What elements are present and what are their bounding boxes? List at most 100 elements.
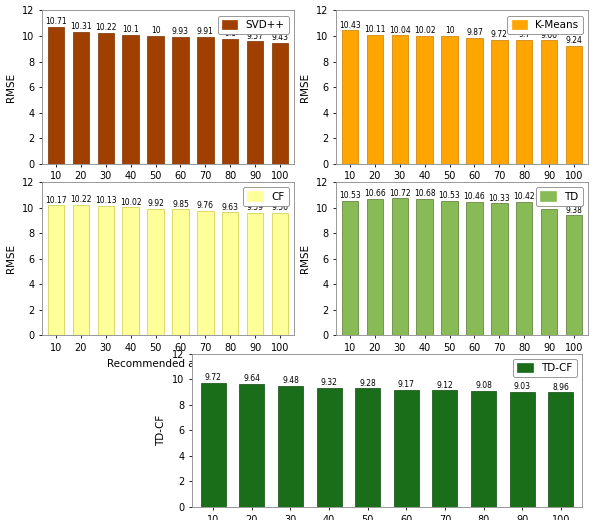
Bar xyxy=(148,209,164,335)
Legend: CF: CF xyxy=(243,187,289,206)
Text: 9.57: 9.57 xyxy=(247,32,264,41)
Bar xyxy=(491,203,508,335)
Bar xyxy=(172,37,188,164)
Legend: TD: TD xyxy=(536,187,583,206)
X-axis label: Recommended amount: Recommended amount xyxy=(401,359,523,369)
Text: 10.46: 10.46 xyxy=(464,192,485,201)
Bar xyxy=(47,27,64,164)
Bar xyxy=(239,384,265,507)
Bar xyxy=(491,40,508,164)
Text: 9.43: 9.43 xyxy=(272,33,289,43)
Bar xyxy=(548,393,574,507)
Text: 10: 10 xyxy=(445,26,454,35)
Text: 10.33: 10.33 xyxy=(488,193,511,203)
Text: 8.96: 8.96 xyxy=(553,383,569,392)
Text: 9.7: 9.7 xyxy=(518,30,530,39)
Text: 9.56: 9.56 xyxy=(272,203,289,213)
Y-axis label: RMSE: RMSE xyxy=(7,244,16,274)
Bar xyxy=(433,391,457,507)
Text: 10.71: 10.71 xyxy=(45,17,67,26)
Bar xyxy=(172,210,188,335)
Text: 10.72: 10.72 xyxy=(389,189,410,198)
Text: 9.87: 9.87 xyxy=(466,28,483,37)
Text: 9.93: 9.93 xyxy=(172,27,189,36)
Bar xyxy=(222,38,238,164)
Text: 9.66: 9.66 xyxy=(541,31,558,40)
Bar xyxy=(122,35,139,164)
Bar xyxy=(73,205,89,335)
Bar xyxy=(566,215,583,335)
Legend: SVD++: SVD++ xyxy=(218,16,289,34)
Y-axis label: RMSE: RMSE xyxy=(7,72,16,102)
Text: 9.76: 9.76 xyxy=(197,201,214,210)
Bar xyxy=(122,207,139,335)
Bar xyxy=(341,201,358,335)
Text: 10.68: 10.68 xyxy=(414,189,436,198)
Text: 9.59: 9.59 xyxy=(247,203,264,212)
Text: 10.22: 10.22 xyxy=(70,195,91,204)
Text: 9.03: 9.03 xyxy=(514,382,530,391)
Text: 10.02: 10.02 xyxy=(414,26,436,35)
Text: 9.08: 9.08 xyxy=(475,381,492,390)
Text: 9.63: 9.63 xyxy=(222,202,239,212)
Text: 9.92: 9.92 xyxy=(147,199,164,208)
Text: 9.32: 9.32 xyxy=(320,378,338,387)
Bar xyxy=(541,41,557,164)
Bar xyxy=(416,199,433,335)
Bar xyxy=(222,212,238,335)
Bar xyxy=(442,36,458,164)
Y-axis label: TD-CF: TD-CF xyxy=(157,414,166,446)
X-axis label: Recommended amount: Recommended amount xyxy=(107,359,229,369)
Bar xyxy=(341,31,358,164)
Text: 9.91: 9.91 xyxy=(541,199,558,208)
Text: 9.24: 9.24 xyxy=(566,36,583,45)
Legend: TD-CF: TD-CF xyxy=(513,359,577,378)
Text: 9.64: 9.64 xyxy=(244,374,260,383)
Bar xyxy=(509,392,535,507)
Bar xyxy=(317,388,341,507)
Text: 9.48: 9.48 xyxy=(282,376,299,385)
Bar xyxy=(392,35,408,164)
Bar xyxy=(466,202,482,335)
Bar xyxy=(566,46,583,164)
Bar xyxy=(355,388,380,507)
Text: 10.22: 10.22 xyxy=(95,23,116,32)
Legend: K-Means: K-Means xyxy=(508,16,583,34)
Text: 10.53: 10.53 xyxy=(339,191,361,200)
Text: 9.38: 9.38 xyxy=(566,206,583,215)
Text: 9.72: 9.72 xyxy=(205,373,221,382)
Bar xyxy=(197,37,214,164)
Bar xyxy=(416,36,433,164)
Y-axis label: RMSE: RMSE xyxy=(301,72,310,102)
Text: 10: 10 xyxy=(151,26,160,35)
Y-axis label: RMSE: RMSE xyxy=(301,244,310,274)
Text: 10.66: 10.66 xyxy=(364,189,386,198)
Bar xyxy=(247,213,263,335)
Text: 10.02: 10.02 xyxy=(120,198,142,206)
Bar xyxy=(541,209,557,335)
Text: 10.42: 10.42 xyxy=(514,192,535,201)
Bar xyxy=(200,383,226,507)
Text: 10.53: 10.53 xyxy=(439,191,460,200)
Text: 10.13: 10.13 xyxy=(95,196,116,205)
Bar xyxy=(272,43,289,164)
Text: 9.72: 9.72 xyxy=(491,30,508,39)
Text: 9.28: 9.28 xyxy=(359,379,376,387)
X-axis label: Recommended amount: Recommended amount xyxy=(107,187,229,197)
Bar xyxy=(278,386,303,507)
Bar xyxy=(516,40,532,164)
Text: 10.31: 10.31 xyxy=(70,22,91,31)
Bar xyxy=(367,199,383,335)
Bar xyxy=(47,205,64,335)
Text: 10.11: 10.11 xyxy=(364,25,385,34)
Text: 9.85: 9.85 xyxy=(172,200,189,209)
Text: 9.8: 9.8 xyxy=(224,29,236,38)
Bar xyxy=(98,206,114,335)
Bar xyxy=(98,33,114,164)
Bar xyxy=(471,391,496,507)
Bar xyxy=(73,32,89,164)
Text: 10.1: 10.1 xyxy=(122,25,139,34)
Bar xyxy=(442,201,458,335)
Text: 10.43: 10.43 xyxy=(339,21,361,30)
Text: 9.17: 9.17 xyxy=(398,380,415,389)
